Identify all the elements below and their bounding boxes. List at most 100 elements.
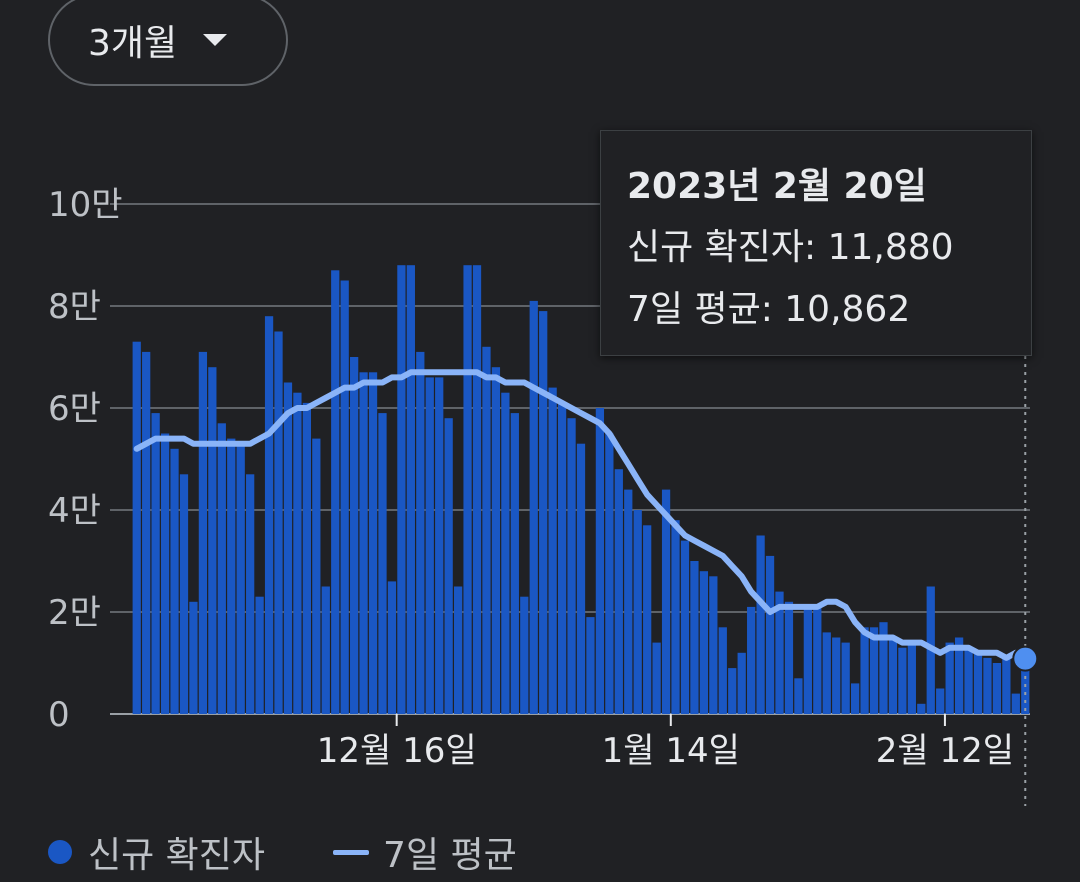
bar [661,489,671,714]
x-tick-label: 1월 14일 [602,731,740,771]
bar [803,606,812,714]
bar [851,683,860,714]
x-tick-label: 12월 16일 [317,731,477,771]
bar [170,448,179,714]
bar [444,418,453,714]
bar [643,525,652,714]
bar [151,413,160,714]
bar [283,382,293,714]
bar-legend-dot-icon [48,840,72,864]
legend-new-cases: 신규 확진자 [88,835,266,876]
bar [208,367,217,714]
bar [765,555,775,714]
bar [992,663,1002,714]
bar [236,443,245,714]
bar [822,632,831,714]
x-tick-label: 2월 12일 [876,731,1014,771]
bar [321,586,330,714]
bar [936,688,945,714]
bar [529,300,538,714]
bar [557,402,567,714]
highlight-dot [1012,645,1039,672]
tooltip-new-cases: 신규 확진자: 11,880 [627,227,954,268]
bar [737,652,746,714]
x-axis: 12월 16일 1월 14일 2월 12일 [317,714,1014,771]
bar [397,265,406,714]
bar [539,311,548,714]
line-legend-dash-icon [333,849,370,855]
bar [198,351,208,714]
dropdown-caret-icon [203,34,228,46]
bar [302,402,311,714]
legend: 신규 확진자 7일 평균 [48,822,517,882]
highlight-marker [1012,356,1039,806]
bar [614,469,623,714]
bar [576,443,586,714]
bar [387,581,397,714]
bar [775,591,784,714]
tooltip-average: 7일 평균: 10,862 [627,289,911,330]
bar [690,561,699,714]
y-axis-labels: 0 2만 4만 6만 8만 10만 [48,185,123,735]
bar [832,637,841,714]
y-tick-label: 2만 [48,593,101,633]
bar [293,392,302,714]
bar [888,637,898,714]
bar [406,265,415,714]
bar [567,418,576,714]
bar [340,280,349,714]
bar [718,627,727,714]
average-line-path [133,369,1029,662]
bar [945,642,954,714]
bar [784,601,794,714]
bar [274,331,283,714]
bar [189,601,198,714]
bar [917,703,926,714]
bar [1002,657,1011,714]
y-tick-label: 8만 [48,287,101,327]
bar [160,433,170,714]
bar [728,668,737,714]
bar [501,392,510,714]
bar [964,647,973,714]
bar [548,387,557,714]
bar [491,367,501,714]
bar [747,606,756,714]
average-line [133,369,1029,662]
bar [1021,653,1030,714]
bar [350,357,359,714]
bar [633,510,642,714]
bar [709,576,718,714]
bar [586,617,595,714]
bar [264,316,274,714]
bar [416,351,425,714]
y-tick-label: 10만 [48,185,123,225]
bar [898,647,907,714]
bar [510,413,519,714]
range-selector-button[interactable]: 3개월 [48,0,288,86]
bar [671,520,680,714]
bar [973,652,983,714]
bar [605,433,614,714]
bar [699,571,709,714]
bar [368,372,378,714]
cases-chart[interactable]: 0 2만 4만 6만 8만 10만 12월 16일 1월 14일 2월 12일 [0,0,1080,820]
bar [227,438,236,714]
bar [255,596,264,714]
legend-average: 7일 평균 [383,835,517,876]
bar [624,489,633,714]
y-tick-label: 0 [48,695,70,735]
bar [435,377,444,714]
bar [331,270,340,714]
bar [813,606,822,714]
bar [472,265,482,714]
bar [907,642,916,714]
bar [520,596,529,714]
bar [142,351,151,714]
bar [983,657,992,714]
bar [217,423,226,714]
bar [841,642,850,714]
range-selector-label: 3개월 [88,23,178,64]
bar [595,408,605,714]
bar [312,438,321,714]
